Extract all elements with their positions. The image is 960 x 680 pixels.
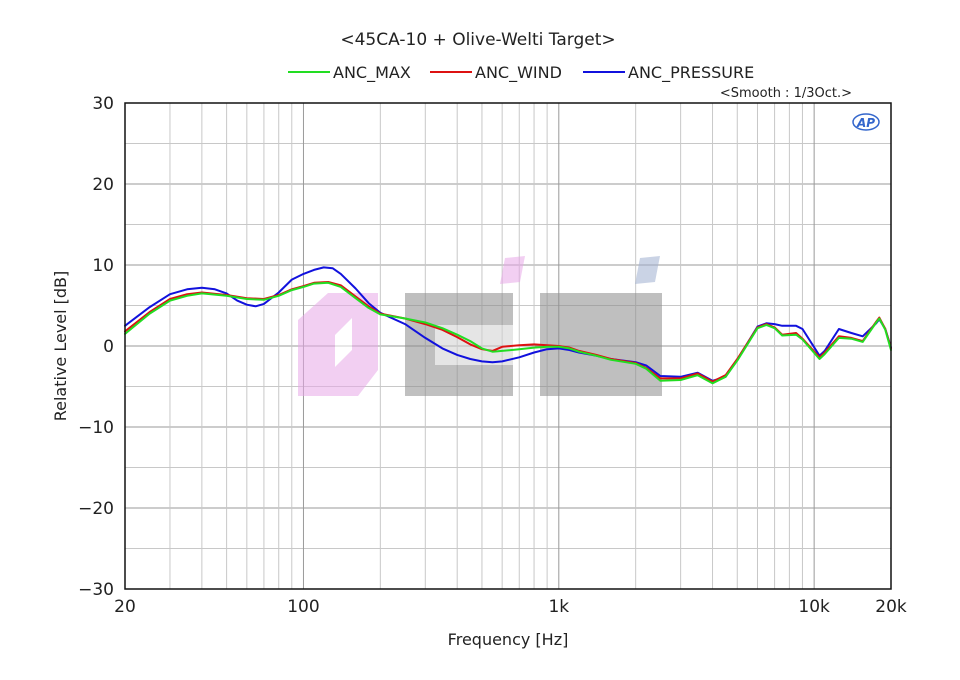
chart-title: <45CA-10 + Olive-Welti Target> [340, 30, 615, 50]
watermark-block-1 [405, 293, 513, 396]
y-axis-ticks: 30 20 10 0 −10 −20 −30 [78, 94, 114, 600]
y-tick-label: 20 [92, 175, 114, 195]
ap-logo-ring [852, 113, 880, 131]
y-tick-label: 0 [103, 337, 114, 357]
ciiki-watermark [298, 256, 662, 396]
y-tick-label: 30 [92, 94, 114, 114]
x-tick-label: 100 [287, 597, 319, 617]
x-axis-label: Frequency [Hz] [448, 630, 569, 649]
series-line-anc-max [124, 281, 892, 385]
watermark-dot-2 [635, 256, 660, 284]
x-tick-label: 20k [875, 597, 907, 617]
x-tick-label: 20 [114, 597, 136, 617]
ap-logo: AP [852, 113, 880, 131]
y-axis-label: Relative Level [dB] [51, 271, 70, 422]
watermark-block-2 [540, 293, 662, 396]
x-tick-label: 1k [548, 597, 569, 617]
x-axis-ticks: 20 100 1k 10k 20k [114, 597, 907, 617]
ap-logo-text: AP [856, 116, 875, 130]
plot-frame [124, 102, 892, 590]
series-layer [124, 266, 892, 385]
y-tick-label: −20 [78, 499, 114, 519]
watermark-hex-inner [335, 318, 352, 367]
watermark-dot-1 [500, 256, 525, 284]
legend: ANC_MAX ANC_WIND ANC_PRESSURE [288, 63, 754, 83]
legend-label-anc-max: ANC_MAX [333, 63, 411, 83]
y-tick-label: −10 [78, 418, 114, 438]
smoothing-note: <Smooth : 1/3Oct.> [720, 86, 852, 101]
legend-label-anc-pressure: ANC_PRESSURE [628, 63, 754, 83]
series-line-anc-pressure [124, 266, 892, 382]
y-tick-label: −30 [78, 580, 114, 600]
x-tick-label: 10k [798, 597, 830, 617]
legend-label-anc-wind: ANC_WIND [475, 63, 562, 83]
y-tick-label: 10 [92, 256, 114, 276]
